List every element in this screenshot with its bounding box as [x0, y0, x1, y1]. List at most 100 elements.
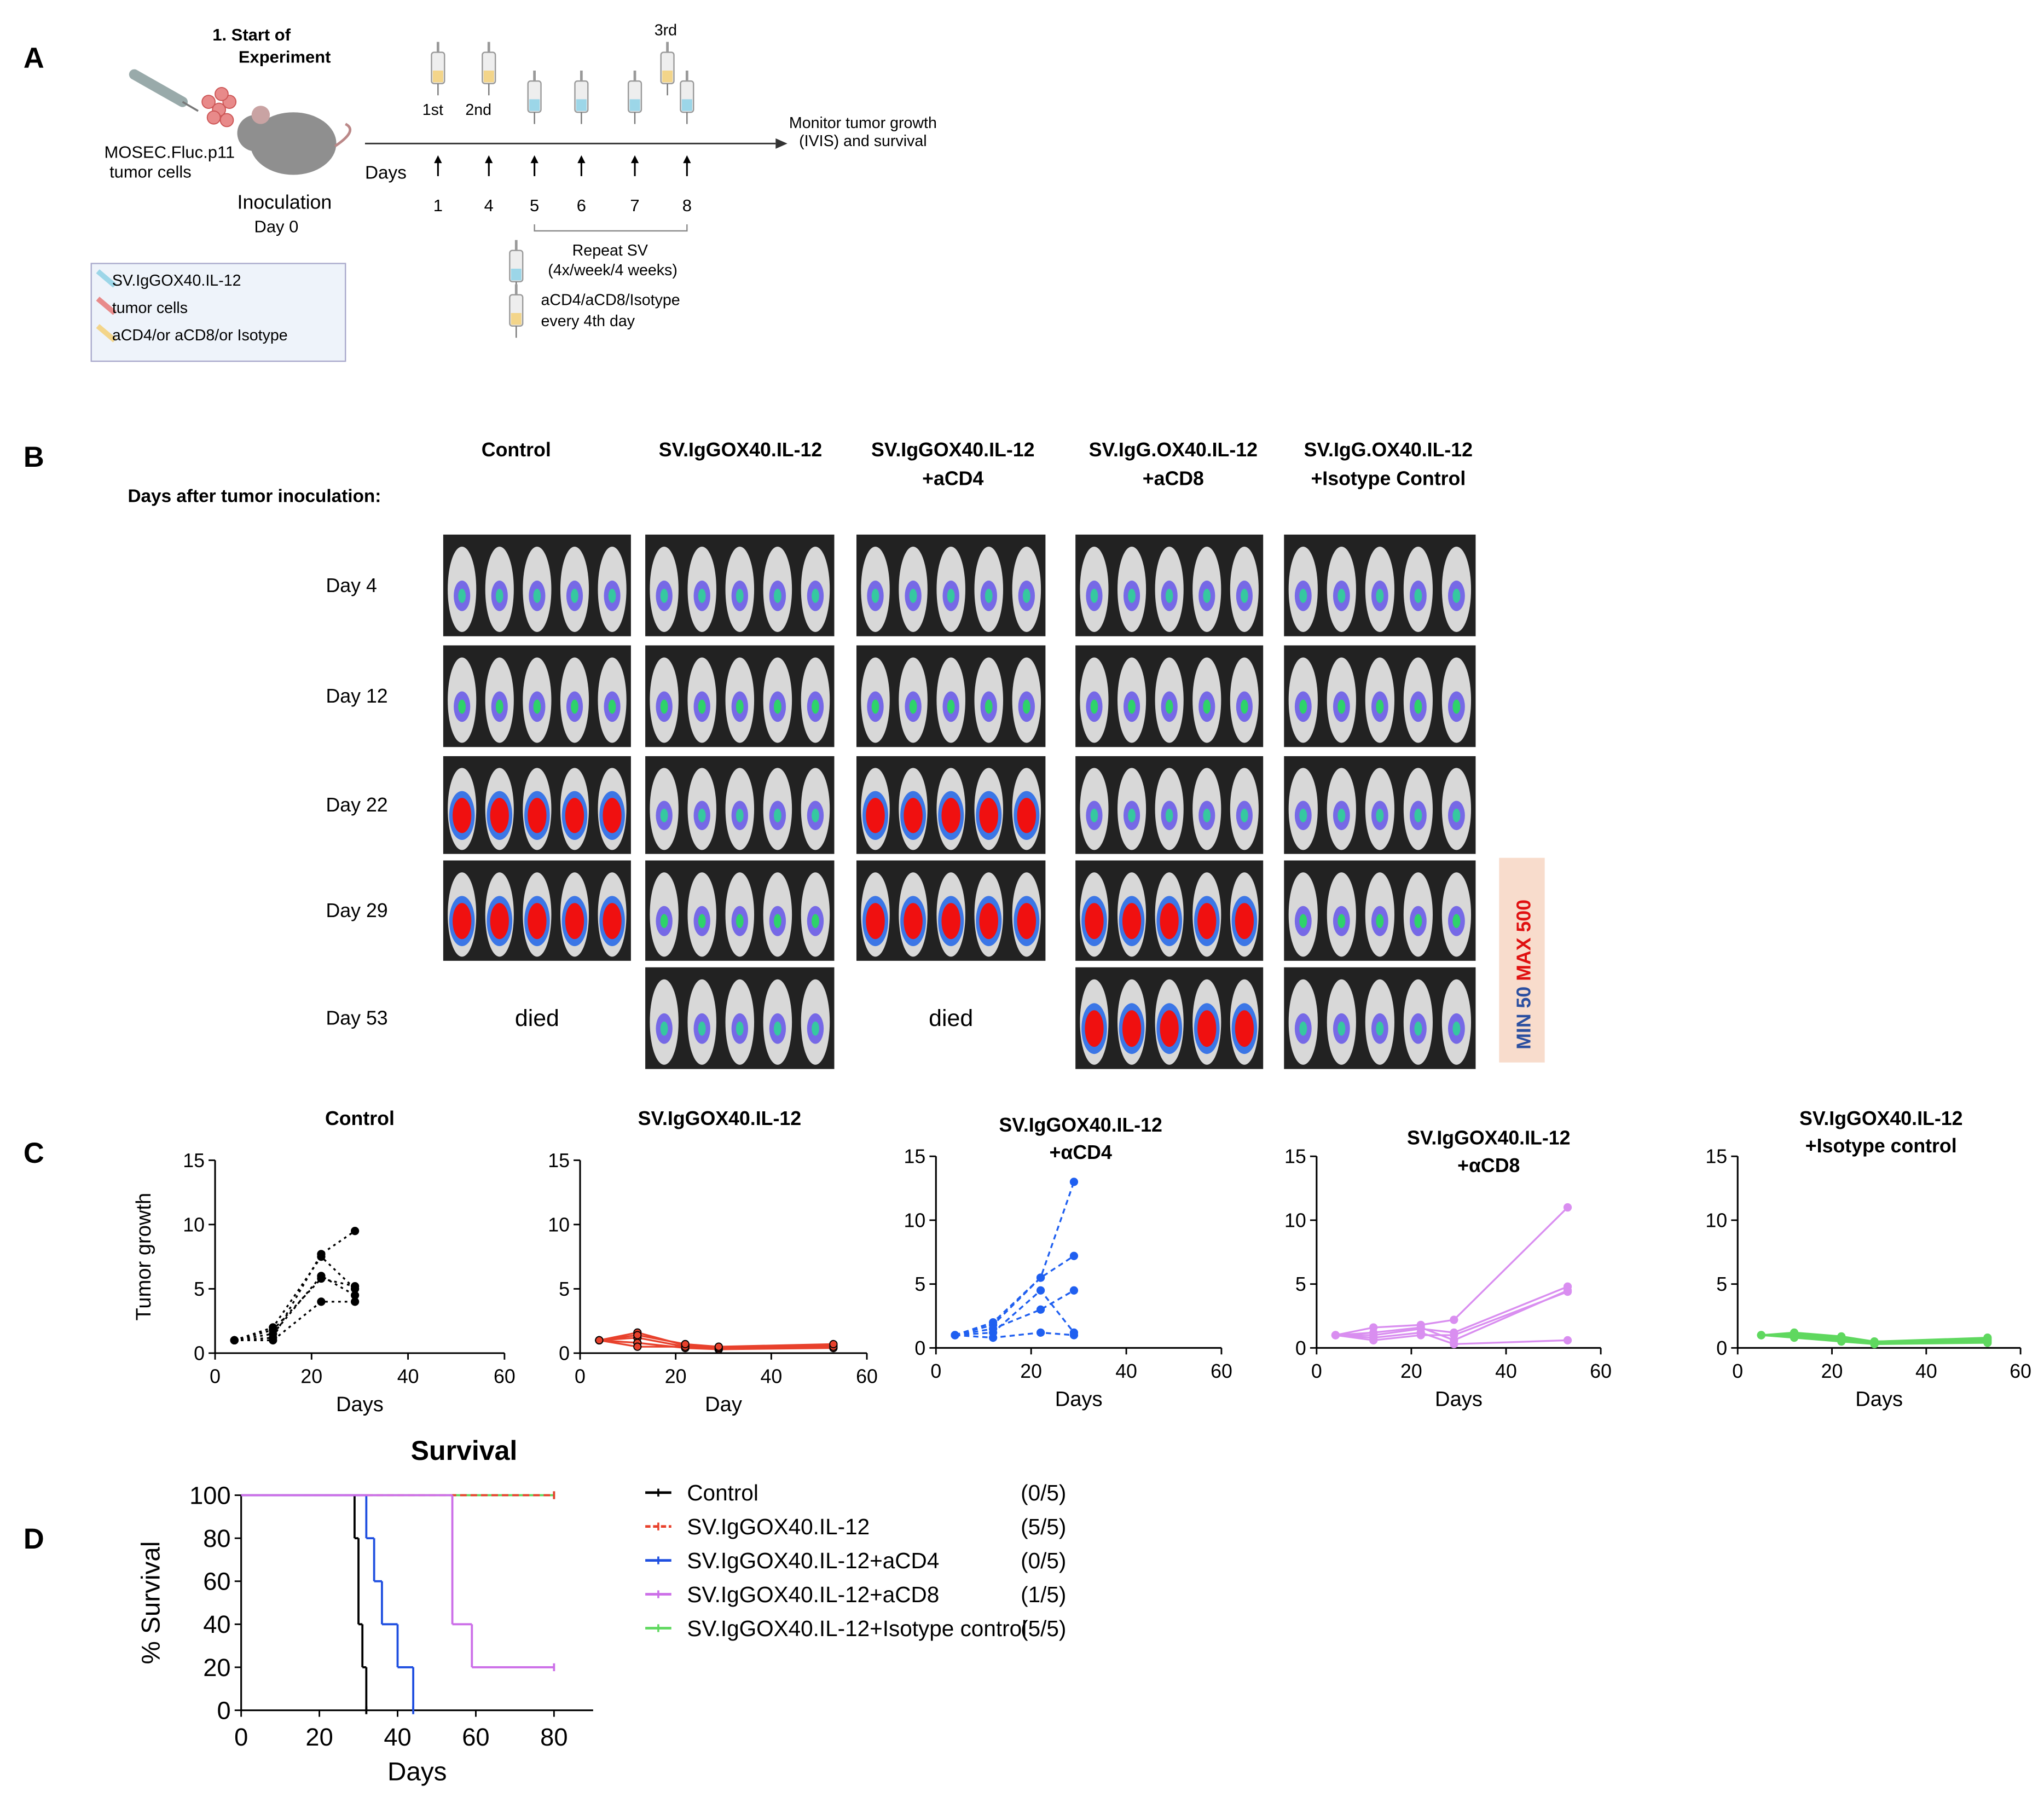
- signal-core: [736, 588, 744, 603]
- data-point: [1416, 1323, 1425, 1332]
- legend-icon: [96, 269, 117, 288]
- data-point: [269, 1336, 277, 1344]
- signal-core: [533, 588, 541, 603]
- signal-core: [736, 914, 744, 929]
- signal-core: [1122, 1010, 1142, 1047]
- syringe-icon: [129, 69, 188, 107]
- y-tick-label: 10: [904, 1209, 925, 1231]
- y-tick-label: 100: [189, 1481, 230, 1509]
- y-tick-label: 10: [183, 1214, 205, 1236]
- syringe-fluid: [576, 99, 587, 111]
- x-tick-label: 40: [397, 1366, 419, 1388]
- signal-core: [1337, 699, 1346, 714]
- x-axis-label: Days: [1435, 1388, 1483, 1411]
- row-label: Day 22: [326, 794, 388, 816]
- data-point: [1837, 1336, 1846, 1344]
- day-arrowhead: [577, 155, 586, 164]
- signal-core: [1299, 699, 1307, 714]
- x-tick-label: 40: [1915, 1360, 1937, 1382]
- syringe-fluid: [681, 99, 692, 111]
- inoculation: Inoculation: [238, 191, 332, 213]
- x-tick-label: 60: [494, 1366, 516, 1388]
- signal-core: [947, 699, 955, 714]
- x-axis-label: Days: [387, 1757, 447, 1786]
- signal-core: [1452, 914, 1461, 929]
- x-axis-label: Days: [1055, 1388, 1103, 1411]
- signal-core: [528, 903, 547, 940]
- legend-label: SV.IgGOX40.IL-12+aCD4: [687, 1548, 939, 1573]
- y-tick-label: 0: [1295, 1337, 1306, 1359]
- y-tick-label: 80: [203, 1524, 230, 1552]
- start-title: 1. Start of: [212, 25, 291, 44]
- data-point: [1036, 1328, 1045, 1337]
- y-tick-label: 20: [203, 1654, 230, 1682]
- signal-core: [909, 588, 917, 603]
- cell-icon: [206, 110, 221, 125]
- data-point: [1450, 1336, 1458, 1344]
- signal-core: [603, 903, 622, 940]
- signal-core: [660, 808, 668, 822]
- data-point: [269, 1325, 277, 1335]
- data-point: [1331, 1331, 1340, 1340]
- data-point: [1069, 1286, 1079, 1295]
- signal-core: [812, 1021, 819, 1036]
- legend-icon: [96, 324, 117, 343]
- signal-core: [1122, 903, 1142, 940]
- mouse-head: [237, 114, 274, 152]
- signal-core: [1337, 808, 1346, 822]
- column-header: +aCD8: [1143, 467, 1204, 489]
- data-point: [1069, 1178, 1079, 1186]
- signal-core: [1376, 588, 1384, 603]
- column-header: Control: [482, 439, 551, 461]
- data-point: [1369, 1328, 1378, 1337]
- day-arrowhead: [530, 155, 538, 164]
- day-number: 7: [630, 196, 639, 215]
- series-line: [954, 1181, 1075, 1336]
- data-point: [1790, 1332, 1799, 1341]
- syringe-fluid: [529, 99, 540, 111]
- day-arrowhead: [683, 155, 691, 164]
- signal-core: [1165, 699, 1173, 714]
- legend-text: tumor cells: [112, 299, 188, 317]
- x-axis-label: Day: [705, 1393, 742, 1416]
- signal-core: [571, 699, 578, 714]
- day-zero: Day 0: [254, 217, 298, 236]
- signal-core: [1017, 798, 1037, 833]
- signal-core: [941, 903, 960, 940]
- series-line: [234, 1230, 356, 1342]
- y-tick-label: 10: [1284, 1209, 1306, 1231]
- chart-title: Survival: [411, 1435, 518, 1466]
- y-tick-label: 15: [548, 1150, 570, 1172]
- x-tick-label: 20: [665, 1366, 687, 1388]
- signal-core: [1414, 588, 1422, 603]
- data-point: [1036, 1286, 1045, 1295]
- signal-core: [1160, 1010, 1179, 1047]
- scale-min: MIN 50: [1513, 987, 1535, 1050]
- signal-core: [1241, 699, 1248, 714]
- signal-core: [698, 914, 706, 929]
- mouse-tail: [334, 123, 352, 148]
- x-tick-label: 60: [1590, 1360, 1612, 1382]
- signal-core: [698, 588, 706, 603]
- row-label: Day 4: [326, 575, 377, 596]
- signal-core: [904, 798, 923, 833]
- data-point: [1563, 1203, 1572, 1212]
- y-tick-label: 0: [914, 1337, 925, 1359]
- legend-count: (5/5): [1021, 1514, 1066, 1539]
- signal-core: [773, 914, 781, 929]
- signal-core: [1376, 808, 1384, 822]
- y-axis-label: Tumor growth: [132, 1193, 155, 1321]
- data-point: [988, 1334, 998, 1342]
- x-tick-label: 20: [1821, 1360, 1843, 1382]
- x-tick-label: 0: [1732, 1360, 1743, 1382]
- antibody-text: aCD4/aCD8/Isotype: [541, 292, 680, 309]
- column-header: SV.IgG.OX40.IL-12: [1089, 439, 1258, 461]
- cell-icon: [215, 86, 229, 101]
- syringe-fluid: [511, 269, 522, 281]
- data-point: [351, 1226, 360, 1236]
- start-title: Experiment: [239, 48, 331, 67]
- series-line: [954, 1289, 1075, 1336]
- signal-core: [1235, 1010, 1254, 1047]
- mouse-ear: [251, 106, 270, 124]
- row-label: Day 53: [326, 1007, 388, 1029]
